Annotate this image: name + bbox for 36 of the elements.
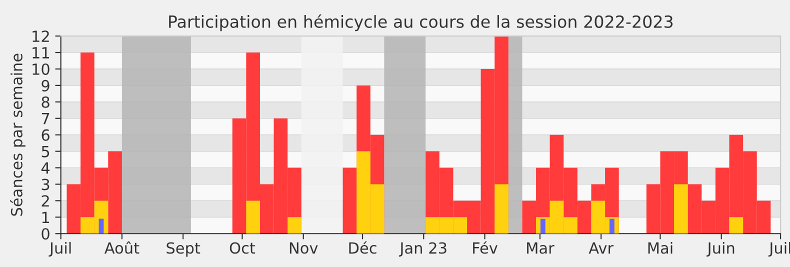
y-tick-label: 8 (42, 96, 50, 108)
bar (246, 200, 260, 234)
y-axis-title: Séances par semaine (10, 54, 26, 216)
y-tick-label: 4 (41, 162, 50, 174)
x-tick-label: Jan 23 (398, 242, 446, 257)
x-tick-label: Juil (48, 242, 71, 257)
y-tick-label: 1 (42, 212, 50, 223)
x-tick-label: Mai (648, 242, 672, 254)
bar (540, 218, 546, 234)
chart-title: Participation en hémicycle au cours de la session 2022-2023 (169, 14, 673, 32)
y-tick-label: 9 (42, 80, 50, 92)
y-tick-label: 7 (42, 113, 50, 124)
y-tick-label: 0 (42, 228, 50, 240)
bar (729, 217, 744, 234)
y-tick-label: 11 (32, 47, 49, 58)
x-tick-label: Juil (768, 242, 790, 257)
bar (288, 217, 302, 234)
y-tick-label: 3 (42, 178, 50, 190)
y-tick-label: 2 (42, 195, 49, 206)
y-tick-label: 5 (42, 146, 50, 158)
bar (609, 218, 614, 234)
y-tick-label: 6 (42, 129, 50, 141)
bar (494, 184, 508, 234)
x-tick-label: Juin (706, 242, 734, 257)
x-tick-label: Déc (349, 241, 376, 254)
y-tick-label: 10 (32, 63, 50, 75)
x-tick-label: Mar (527, 242, 554, 254)
bar (342, 168, 357, 234)
x-tick-label: Nov (290, 242, 318, 254)
y-tick-label: 12 (32, 30, 49, 42)
x-tick-label: Sept (166, 242, 200, 257)
x-tick-label: Août (104, 241, 140, 254)
x-tick-label: Oct (230, 242, 256, 254)
x-tick-label: Fév (473, 241, 498, 254)
bar (674, 184, 688, 234)
x-tick-label: Avr (588, 242, 614, 254)
